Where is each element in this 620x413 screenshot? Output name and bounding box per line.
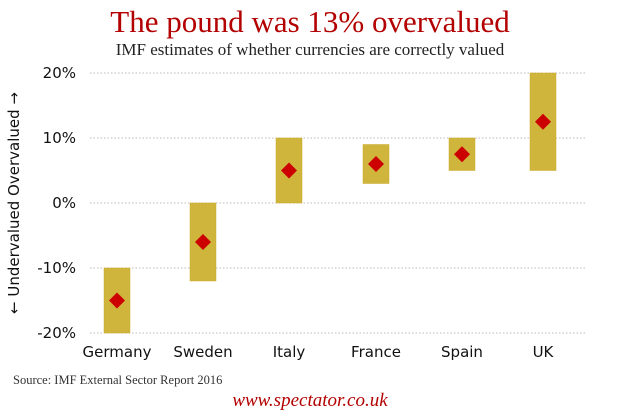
category-label: UK: [533, 343, 555, 361]
range-bar-sweden: [189, 202, 217, 282]
estimate-point-spain: [454, 146, 470, 163]
category-label: Spain: [441, 343, 483, 361]
category-label: France: [351, 343, 401, 361]
chart-title: The pound was 13% overvalued: [110, 4, 510, 39]
y-tick-label: -20%: [37, 324, 76, 342]
category-label: Sweden: [173, 343, 232, 361]
source-note: Source: IMF External Sector Report 2016: [13, 373, 223, 387]
estimate-point-germany: [109, 292, 125, 309]
estimate-point-france: [368, 156, 384, 172]
y-tick-label: 10%: [43, 129, 76, 147]
chart-subtitle: IMF estimates of whether currencies are …: [115, 40, 505, 59]
estimate-point-italy: [281, 162, 297, 179]
category-label: Germany: [83, 343, 152, 361]
range-bar-uk: [529, 72, 557, 171]
site-link[interactable]: www.spectator.co.uk: [232, 390, 388, 411]
category-label: Italy: [273, 343, 306, 361]
y-tick-label: -10%: [37, 259, 76, 277]
y-tick-label: 0%: [52, 194, 76, 212]
y-tick-label: 20%: [43, 64, 76, 82]
estimate-point-sweden: [195, 234, 211, 250]
y-axis-label: ← Undervalued Overvalued →: [5, 92, 23, 314]
estimate-point-uk: [535, 113, 551, 130]
